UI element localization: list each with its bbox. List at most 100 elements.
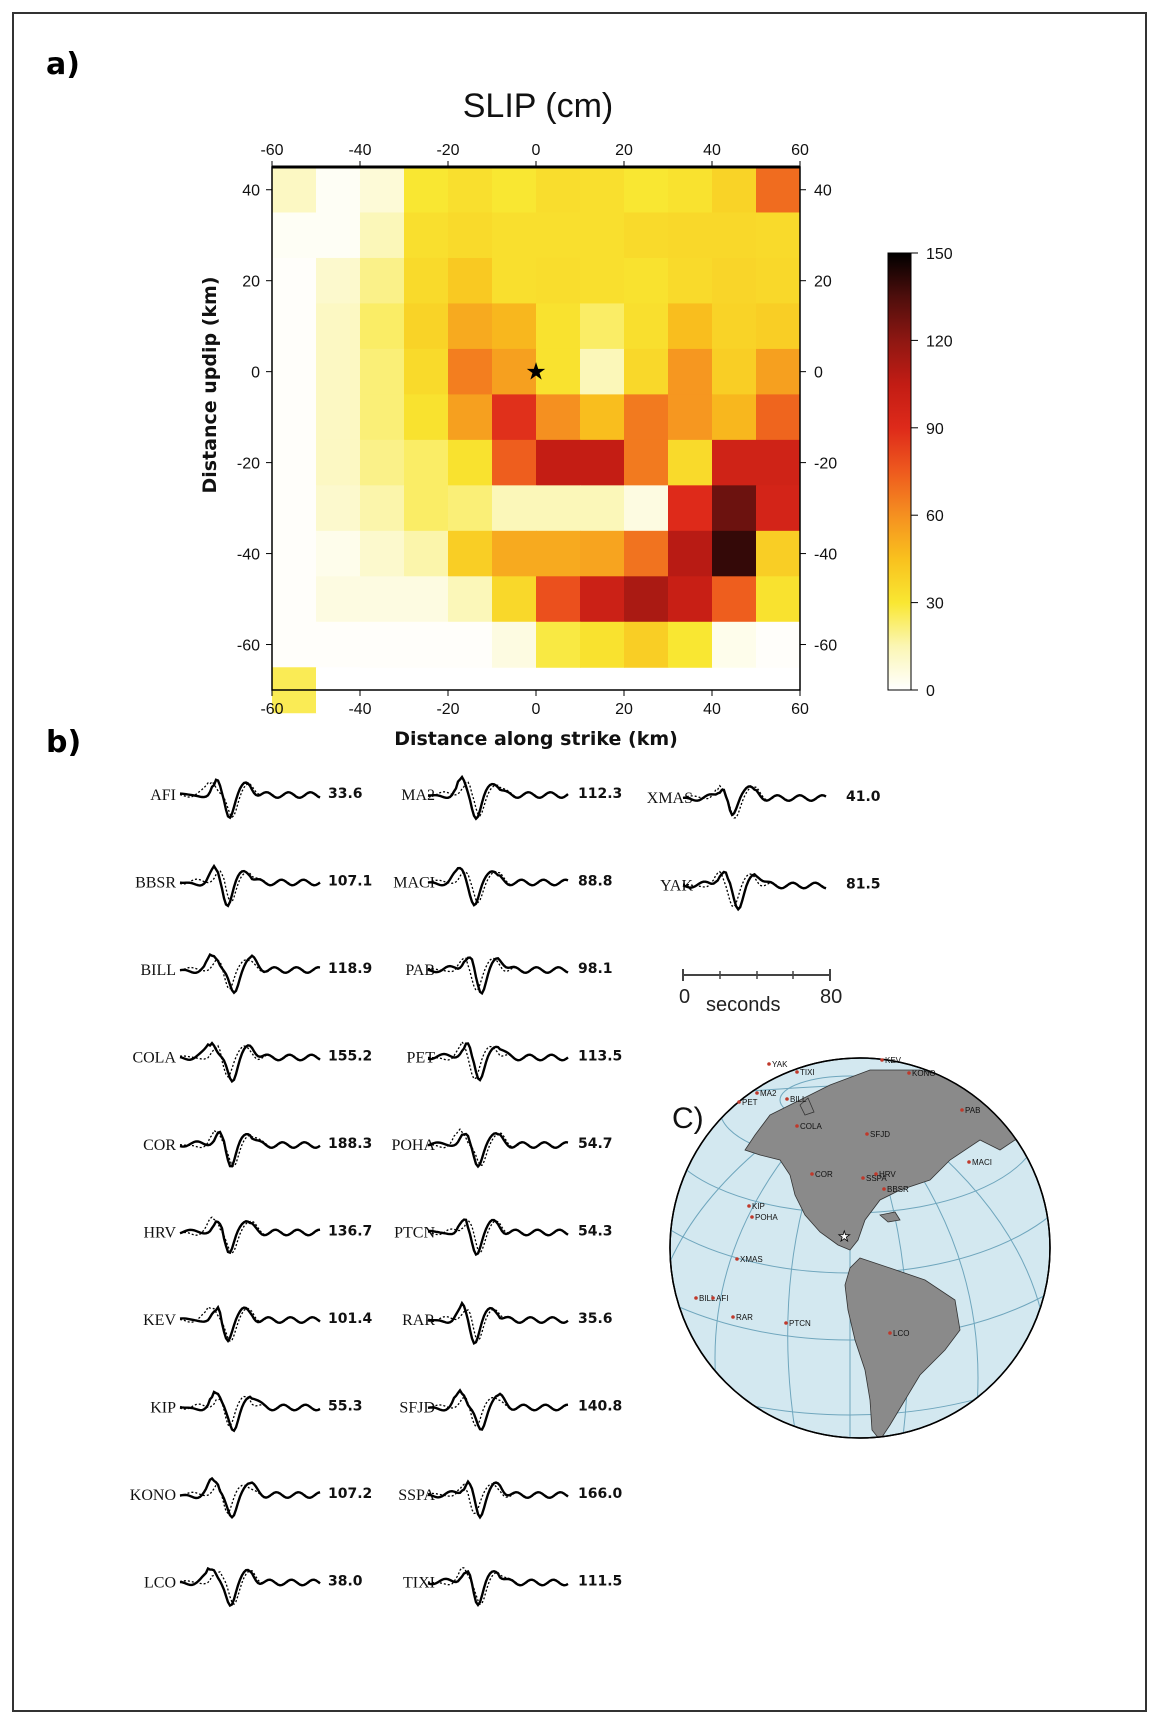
station-marker (882, 1187, 886, 1191)
heatmap-cell (272, 439, 317, 486)
observed-trace (427, 1042, 569, 1082)
epicenter-star-icon: ★ (838, 1228, 851, 1244)
station-waveform: BILL 118.9 (140, 952, 372, 995)
heatmap-cell (536, 485, 581, 532)
heatmap-cell (272, 485, 317, 532)
station-waveform: BBSR 107.1 (135, 863, 372, 908)
heatmap-cell (316, 576, 361, 623)
map-station-label: LCO (893, 1329, 909, 1338)
station-amplitude: 113.5 (578, 1049, 622, 1065)
heatmap-cell (668, 439, 713, 486)
observed-trace (179, 1041, 321, 1084)
station-amplitude: 81.5 (846, 877, 881, 893)
heatmap-cell (756, 485, 801, 532)
y-tick-label-left: -60 (237, 638, 260, 655)
heatmap-cell (404, 439, 449, 486)
observed-trace (427, 866, 569, 907)
station-marker (865, 1132, 869, 1136)
heatmap-cell (448, 576, 493, 623)
heatmap-cell (492, 485, 537, 532)
heatmap-cell (536, 303, 581, 350)
heatmap-cell (668, 530, 713, 577)
station-amplitude: 54.3 (578, 1224, 613, 1240)
heatmap-cell (316, 394, 361, 441)
observed-trace (179, 1220, 321, 1255)
heatmap-cell (668, 576, 713, 623)
heatmap-cell (404, 212, 449, 259)
heatmap-cell (580, 576, 625, 623)
heatmap-cell (668, 485, 713, 532)
heatmap-cell (448, 530, 493, 577)
heatmap-cell (536, 576, 581, 623)
heatmap-cell (624, 303, 669, 350)
x-tick-label-top: 20 (615, 142, 633, 159)
observed-trace (179, 1304, 321, 1344)
heatmap-cell (712, 348, 757, 395)
station-marker (907, 1071, 911, 1075)
station-name: TIXI (403, 1575, 435, 1592)
heatmap-cell (624, 439, 669, 486)
heatmap-ticks: -60 -60 -40 -40 -20 -20 0 0 20 20 40 40 60 60 40 40 20 20… (237, 142, 837, 718)
station-amplitude: 107.1 (328, 874, 372, 890)
heatmap-cell (272, 257, 317, 304)
synthetic-trace (682, 870, 827, 908)
heatmap-cell (712, 530, 757, 577)
station-name: MACI (393, 875, 435, 892)
station-marker (784, 1321, 788, 1325)
heatmap-cell (712, 257, 757, 304)
station-amplitude: 41.0 (846, 789, 881, 805)
heatmap-cell (360, 257, 405, 304)
heatmap-cell (360, 303, 405, 350)
station-name: BBSR (135, 875, 176, 892)
station-name: MA2 (401, 787, 435, 804)
heatmap-cell (360, 394, 405, 441)
heatmap-cell (272, 303, 317, 350)
colorbar-tick-label: 60 (926, 508, 944, 525)
observed-trace (179, 863, 321, 908)
observed-trace (427, 774, 569, 821)
globe-map: ★ YAK TIXI KEV KONO MA2 BILL PET PAB COLA SFJD MAC… (669, 1056, 1051, 1439)
heatmap-cell (316, 439, 361, 486)
y-tick-label-right: 0 (814, 365, 823, 382)
heatmap-cell (624, 576, 669, 623)
station-name: PTCN (394, 1225, 435, 1242)
station-name: SFJD (399, 1400, 435, 1417)
heatmap-cell (492, 621, 537, 668)
heatmap-cell (624, 348, 669, 395)
map-station-label: POHA (755, 1213, 778, 1222)
colorbar-tick-label: 30 (926, 596, 944, 613)
station-amplitude: 33.6 (328, 786, 363, 802)
station-name: RAR (402, 1312, 435, 1329)
map-station-label: BILL (790, 1095, 807, 1104)
station-marker (960, 1108, 964, 1112)
heatmap-cell (580, 303, 625, 350)
station-waveform: RAR 35.6 (402, 1300, 613, 1346)
heatmap-cell (404, 485, 449, 532)
observed-trace (179, 1130, 321, 1168)
heatmap-cell (404, 348, 449, 395)
station-waveform: MACI 88.8 (393, 866, 613, 907)
y-tick-label-right: 40 (814, 183, 832, 200)
map-station-label: KONO (912, 1069, 936, 1078)
station-waveform: AFI 33.6 (150, 778, 363, 820)
heatmap-cell (316, 348, 361, 395)
heatmap-cell (492, 348, 537, 395)
station-marker (747, 1204, 751, 1208)
heatmap-cell (448, 439, 493, 486)
station-name: KIP (150, 1400, 176, 1417)
station-marker (785, 1097, 789, 1101)
station-marker (810, 1172, 814, 1176)
heatmap-cell (580, 439, 625, 486)
station-marker (861, 1176, 865, 1180)
heatmap-cell (580, 212, 625, 259)
station-name: HRV (144, 1225, 177, 1242)
heatmap-cells (272, 167, 801, 714)
heatmap-cell (712, 621, 757, 668)
heatmap-cell (756, 257, 801, 304)
x-tick-label-bottom: -60 (260, 701, 283, 718)
heatmap-cell (624, 485, 669, 532)
station-waveform: PET 113.5 (407, 1040, 622, 1082)
heatmap-cell (448, 212, 493, 259)
station-name: SSPA (398, 1487, 435, 1504)
heatmap-cell (272, 394, 317, 441)
